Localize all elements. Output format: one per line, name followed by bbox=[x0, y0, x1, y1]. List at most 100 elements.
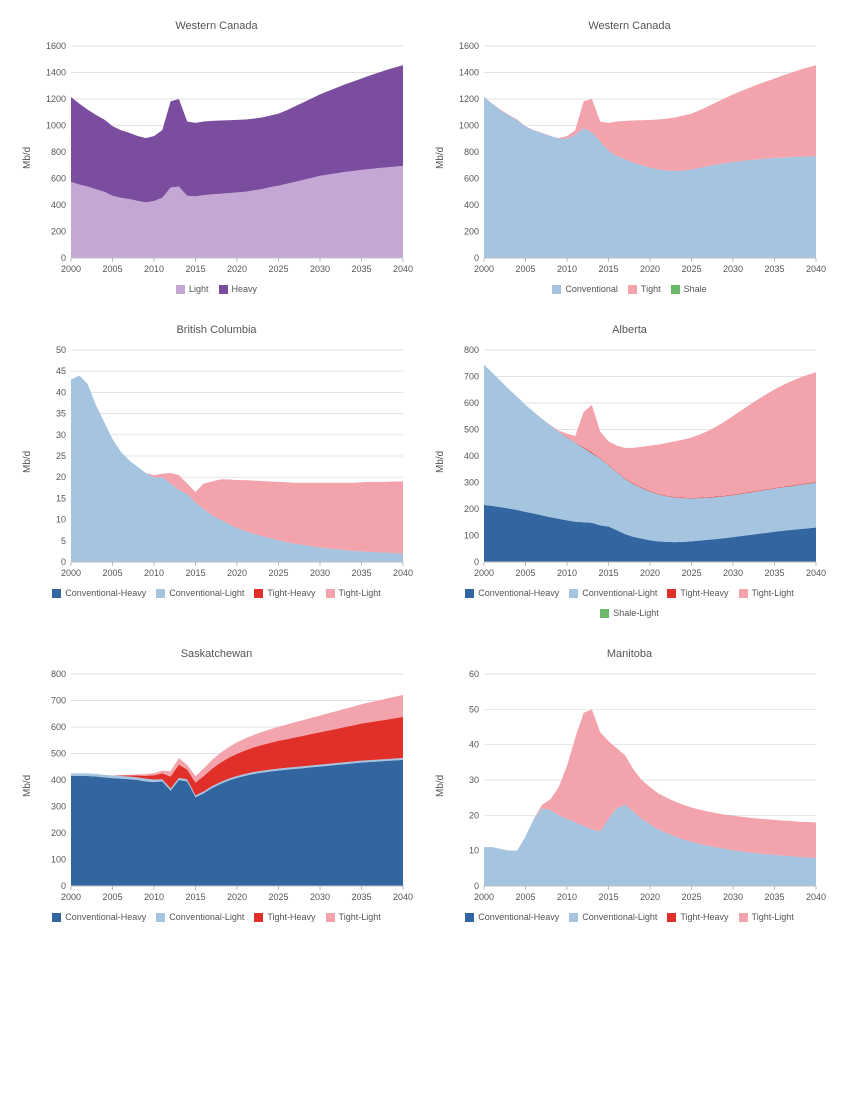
svg-text:2015: 2015 bbox=[185, 892, 205, 902]
svg-text:700: 700 bbox=[464, 372, 479, 382]
legend-swatch bbox=[569, 589, 578, 598]
svg-text:25: 25 bbox=[56, 451, 66, 461]
legend-swatch bbox=[739, 913, 748, 922]
svg-text:2030: 2030 bbox=[723, 892, 743, 902]
svg-text:2005: 2005 bbox=[515, 892, 535, 902]
svg-text:1600: 1600 bbox=[46, 41, 66, 51]
legend-swatch bbox=[552, 285, 561, 294]
svg-text:2025: 2025 bbox=[681, 892, 701, 902]
svg-text:700: 700 bbox=[51, 696, 66, 706]
svg-text:20: 20 bbox=[469, 810, 479, 820]
svg-text:300: 300 bbox=[464, 478, 479, 488]
plot-wc-type: 0200400600800100012001400160020002005201… bbox=[446, 38, 826, 278]
legend-label: Tight-Heavy bbox=[267, 912, 315, 922]
legend-swatch bbox=[176, 285, 185, 294]
svg-text:2000: 2000 bbox=[474, 264, 494, 274]
svg-text:400: 400 bbox=[51, 200, 66, 210]
svg-text:2025: 2025 bbox=[681, 568, 701, 578]
legend-swatch bbox=[156, 589, 165, 598]
legend-swatch bbox=[671, 285, 680, 294]
legend-item: Conventional-Heavy bbox=[465, 588, 559, 598]
svg-text:200: 200 bbox=[464, 504, 479, 514]
svg-text:1200: 1200 bbox=[459, 94, 479, 104]
svg-text:800: 800 bbox=[51, 147, 66, 157]
svg-text:1200: 1200 bbox=[46, 94, 66, 104]
legend-item: Conventional-Light bbox=[156, 912, 244, 922]
chart-mb: Manitoba Mb/d 01020304050602000200520102… bbox=[433, 648, 826, 922]
svg-text:2035: 2035 bbox=[351, 264, 371, 274]
svg-text:10: 10 bbox=[56, 515, 66, 525]
chart-title: Manitoba bbox=[433, 648, 826, 660]
svg-text:2015: 2015 bbox=[185, 264, 205, 274]
legend: ConventionalTightShale bbox=[433, 284, 826, 294]
legend-item: Conventional-Light bbox=[569, 588, 657, 598]
svg-text:2020: 2020 bbox=[227, 264, 247, 274]
svg-text:400: 400 bbox=[464, 200, 479, 210]
svg-text:2025: 2025 bbox=[268, 892, 288, 902]
legend-swatch bbox=[254, 913, 263, 922]
legend-label: Conventional-Heavy bbox=[65, 912, 146, 922]
svg-text:2020: 2020 bbox=[227, 892, 247, 902]
svg-text:2040: 2040 bbox=[806, 892, 826, 902]
svg-text:40: 40 bbox=[469, 740, 479, 750]
svg-text:5: 5 bbox=[61, 536, 66, 546]
legend-label: Tight-Light bbox=[339, 912, 381, 922]
svg-text:2015: 2015 bbox=[598, 264, 618, 274]
legend-label: Conventional-Light bbox=[169, 912, 244, 922]
legend-swatch bbox=[465, 913, 474, 922]
legend-swatch bbox=[326, 913, 335, 922]
svg-text:100: 100 bbox=[51, 855, 66, 865]
svg-text:0: 0 bbox=[474, 881, 479, 891]
legend-swatch bbox=[254, 589, 263, 598]
svg-text:2030: 2030 bbox=[723, 568, 743, 578]
svg-text:2030: 2030 bbox=[310, 892, 330, 902]
chart-grid: Western Canada Mb/d 0 200 400 600 800 1000 120… bbox=[20, 20, 826, 922]
svg-text:200: 200 bbox=[51, 828, 66, 838]
legend-label: Tight-Light bbox=[752, 588, 794, 598]
svg-text:2040: 2040 bbox=[393, 568, 413, 578]
legend-item: Shale-Light bbox=[600, 608, 659, 618]
legend-item: Tight-Heavy bbox=[254, 588, 315, 598]
svg-text:2030: 2030 bbox=[310, 568, 330, 578]
svg-text:300: 300 bbox=[51, 802, 66, 812]
legend-item: Conventional-Heavy bbox=[52, 588, 146, 598]
plot-ab: 0100200300400500600700800200020052010201… bbox=[446, 342, 826, 582]
svg-text:45: 45 bbox=[56, 366, 66, 376]
chart-wc-type: Western Canada Mb/d 02004006008001000120… bbox=[433, 20, 826, 294]
legend-label: Conventional-Heavy bbox=[65, 588, 146, 598]
svg-text:400: 400 bbox=[51, 775, 66, 785]
chart-sk: Saskatchewan Mb/d 0100200300400500600700… bbox=[20, 648, 413, 922]
legend-label: Tight-Light bbox=[339, 588, 381, 598]
svg-text:100: 100 bbox=[464, 531, 479, 541]
svg-text:800: 800 bbox=[51, 669, 66, 679]
svg-text:15: 15 bbox=[56, 493, 66, 503]
svg-text:400: 400 bbox=[464, 451, 479, 461]
legend-item: Conventional-Light bbox=[569, 912, 657, 922]
legend-item: Conventional-Heavy bbox=[52, 912, 146, 922]
svg-text:2015: 2015 bbox=[185, 568, 205, 578]
legend-swatch bbox=[326, 589, 335, 598]
legend-label: Conventional-Light bbox=[169, 588, 244, 598]
legend: Conventional-Heavy Conventional-Light Tigh… bbox=[20, 912, 413, 922]
svg-text:2000: 2000 bbox=[474, 568, 494, 578]
legend-swatch bbox=[156, 913, 165, 922]
y-axis-label: Mb/d bbox=[433, 342, 446, 582]
svg-text:1000: 1000 bbox=[459, 121, 479, 131]
legend: Conventional-HeavyConventional-LightTigh… bbox=[433, 912, 826, 922]
svg-text:40: 40 bbox=[56, 387, 66, 397]
legend-swatch bbox=[52, 913, 61, 922]
chart-title: Western Canada bbox=[20, 20, 413, 32]
svg-text:2000: 2000 bbox=[474, 892, 494, 902]
legend-swatch bbox=[739, 589, 748, 598]
svg-text:600: 600 bbox=[51, 722, 66, 732]
svg-text:2040: 2040 bbox=[393, 892, 413, 902]
svg-text:2015: 2015 bbox=[598, 568, 618, 578]
legend-label: Heavy bbox=[232, 284, 258, 294]
series-conventional-heavy bbox=[71, 760, 403, 886]
svg-text:2035: 2035 bbox=[351, 892, 371, 902]
legend-swatch bbox=[600, 609, 609, 618]
chart-title: Western Canada bbox=[433, 20, 826, 32]
svg-text:800: 800 bbox=[464, 345, 479, 355]
legend-item: Tight-Light bbox=[326, 912, 381, 922]
legend: Conventional-Heavy Conventional-Light Tigh… bbox=[433, 588, 826, 618]
